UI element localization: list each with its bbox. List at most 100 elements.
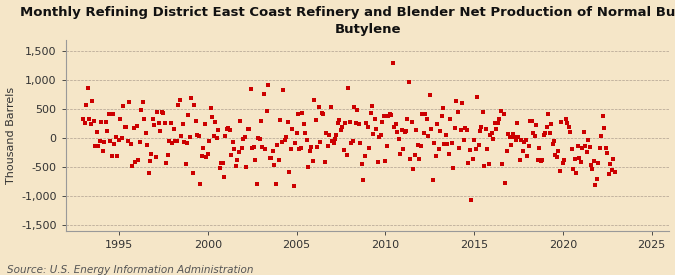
Point: [325, 105, 336, 109]
Point: [498, 112, 509, 116]
Point: [584, 145, 595, 149]
Point: [479, 164, 490, 168]
Point: [246, 146, 257, 151]
Point: [562, 121, 572, 125]
Point: [252, 135, 263, 140]
Point: [457, 101, 468, 105]
Point: [461, 128, 472, 132]
Point: [534, 145, 545, 150]
Point: [169, 139, 180, 143]
Point: [109, 142, 120, 146]
Point: [215, 161, 226, 166]
Point: [248, 145, 259, 150]
Point: [488, 137, 499, 141]
Point: [261, 109, 272, 113]
Point: [599, 125, 610, 130]
Point: [442, 142, 453, 146]
Point: [482, 147, 493, 152]
Point: [161, 161, 171, 165]
Point: [443, 151, 454, 156]
Point: [229, 147, 240, 152]
Point: [549, 139, 560, 144]
Point: [143, 171, 154, 176]
Point: [587, 167, 598, 172]
Point: [251, 182, 262, 186]
Point: [395, 152, 406, 156]
Point: [451, 99, 462, 103]
Point: [396, 128, 407, 132]
Point: [597, 114, 608, 119]
Point: [531, 122, 541, 127]
Point: [583, 138, 593, 142]
Point: [399, 130, 410, 134]
Point: [433, 147, 444, 152]
Point: [202, 152, 213, 156]
Point: [497, 161, 508, 166]
Point: [475, 129, 485, 133]
Point: [600, 146, 611, 150]
Point: [464, 148, 475, 152]
Point: [99, 140, 109, 145]
Point: [569, 157, 580, 161]
Point: [381, 144, 392, 148]
Point: [190, 119, 201, 123]
Point: [478, 110, 489, 114]
Point: [414, 157, 425, 161]
Point: [441, 133, 452, 137]
Point: [590, 183, 601, 187]
Point: [367, 104, 377, 108]
Point: [195, 182, 206, 186]
Point: [421, 117, 432, 121]
Point: [427, 177, 438, 182]
Point: [338, 147, 349, 152]
Point: [287, 127, 298, 132]
Point: [369, 117, 380, 121]
Point: [269, 163, 279, 167]
Point: [186, 96, 197, 100]
Point: [406, 120, 417, 125]
Point: [273, 158, 284, 162]
Point: [321, 130, 331, 135]
Point: [412, 143, 423, 147]
Point: [272, 143, 283, 148]
Point: [578, 130, 589, 134]
Point: [164, 139, 175, 143]
Point: [288, 184, 299, 188]
Point: [545, 122, 556, 127]
Point: [227, 140, 238, 145]
Point: [142, 142, 153, 147]
Point: [128, 126, 139, 131]
Point: [463, 160, 474, 165]
Point: [566, 147, 577, 151]
Point: [234, 150, 244, 154]
Point: [318, 112, 329, 116]
Point: [324, 133, 335, 137]
Point: [446, 141, 457, 145]
Point: [119, 125, 130, 129]
Point: [468, 138, 479, 142]
Point: [167, 141, 178, 145]
Point: [572, 144, 583, 148]
Point: [507, 132, 518, 136]
Point: [176, 134, 186, 138]
Point: [408, 167, 418, 171]
Point: [466, 198, 477, 202]
Point: [472, 95, 483, 99]
Point: [221, 126, 232, 131]
Point: [452, 110, 463, 114]
Point: [300, 131, 310, 136]
Point: [390, 122, 401, 126]
Point: [560, 117, 571, 121]
Point: [259, 92, 269, 97]
Point: [152, 109, 163, 114]
Point: [379, 114, 389, 119]
Point: [235, 119, 246, 123]
Point: [383, 114, 394, 118]
Point: [353, 121, 364, 126]
Point: [343, 86, 354, 90]
Text: Source: U.S. Energy Information Administration: Source: U.S. Energy Information Administ…: [7, 265, 253, 275]
Point: [348, 139, 358, 143]
Point: [467, 157, 478, 161]
Point: [591, 177, 602, 182]
Point: [183, 112, 194, 117]
